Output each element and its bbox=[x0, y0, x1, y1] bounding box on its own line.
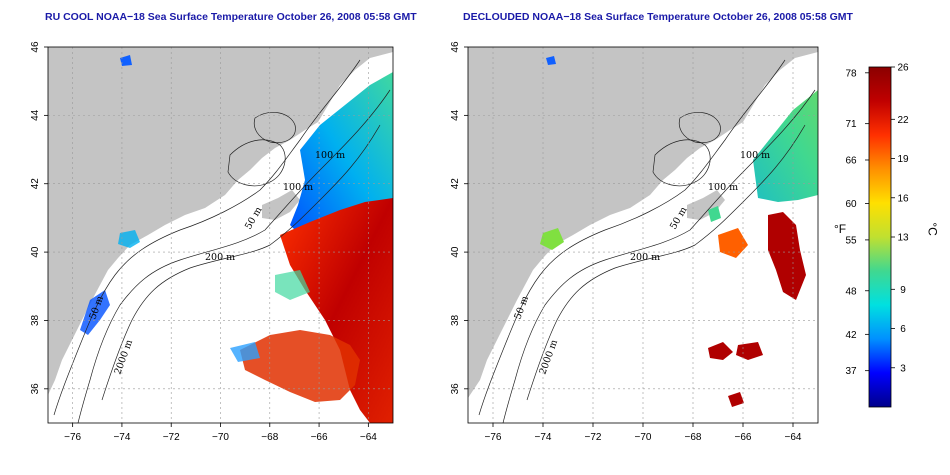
land-mass bbox=[468, 47, 818, 398]
x-tick-label: −76 bbox=[485, 432, 502, 443]
bathymetry-contours bbox=[478, 59, 816, 423]
bathymetry-contours bbox=[53, 59, 391, 423]
contour-label: 100 m bbox=[740, 150, 770, 161]
celsius-tick-label: 6 bbox=[900, 324, 906, 335]
contour-label: 100 m bbox=[283, 182, 313, 193]
sst-warm-patch bbox=[718, 228, 748, 258]
colorbar-gradient bbox=[868, 66, 892, 408]
x-tick-label: −76 bbox=[64, 432, 81, 443]
x-tick-label: −64 bbox=[785, 432, 802, 443]
land-mass bbox=[687, 190, 725, 220]
contour-label: 100 m bbox=[708, 182, 738, 193]
land-mass bbox=[262, 190, 300, 220]
fahrenheit-tick-label: 48 bbox=[845, 286, 857, 297]
x-tick-label: −64 bbox=[360, 432, 377, 443]
x-tick-label: −66 bbox=[311, 432, 328, 443]
y-tick-label: 44 bbox=[30, 109, 41, 121]
x-tick-label: −68 bbox=[685, 432, 702, 443]
x-tick-label: −74 bbox=[535, 432, 552, 443]
x-tick-label: −68 bbox=[261, 432, 278, 443]
y-tick-label: 44 bbox=[450, 109, 461, 121]
contour-label: 100 m bbox=[315, 150, 345, 161]
sst-nearshore bbox=[120, 55, 132, 66]
sst-nearshore bbox=[80, 290, 110, 335]
contour-label: 200 m bbox=[205, 252, 235, 263]
celsius-unit: °C bbox=[925, 222, 940, 236]
land-mass bbox=[48, 47, 393, 395]
celsius-tick-label: 26 bbox=[897, 63, 909, 74]
right-panel-title: DECLOUDED NOAA−18 Sea Surface Temperatur… bbox=[463, 11, 853, 23]
sst-shelf-patch bbox=[753, 90, 818, 202]
y-tick-label: 40 bbox=[30, 246, 41, 258]
sst-shelf-edge bbox=[546, 56, 556, 65]
declouded-sst-map: 100 m 100 m 50 m 200 m 50 m 2000 m −76 −7… bbox=[450, 41, 819, 443]
y-tick-label: 38 bbox=[450, 314, 461, 326]
sst-hot-patch bbox=[728, 392, 744, 407]
sst-nearshore bbox=[540, 228, 564, 250]
sst-hot-patch bbox=[768, 212, 806, 300]
contour-label: 200 m bbox=[630, 252, 660, 263]
x-tick-label: −74 bbox=[113, 432, 130, 443]
fahrenheit-tick-label: 42 bbox=[845, 330, 857, 341]
lat-lon-grid bbox=[468, 47, 818, 423]
x-tick-label: −72 bbox=[163, 432, 180, 443]
celsius-tick-label: 16 bbox=[897, 193, 909, 204]
x-tick-label: −66 bbox=[735, 432, 752, 443]
celsius-tick-label: 13 bbox=[897, 233, 909, 244]
sst-nearshore bbox=[708, 206, 721, 222]
axis-ticks: −76 −74 −72 −70 −68 −66 −64 36 38 40 42 44 46 bbox=[30, 41, 377, 443]
sst-shelf-patch bbox=[290, 72, 393, 235]
y-tick-label: 46 bbox=[450, 41, 461, 53]
sst-cloud-edge bbox=[275, 270, 310, 300]
y-tick-label: 36 bbox=[30, 383, 41, 395]
y-tick-label: 42 bbox=[450, 178, 461, 190]
fahrenheit-tick-label: 66 bbox=[845, 155, 857, 166]
raw-sst-map: 100 m 100 m 50 m 200 m 50 m 2000 m −76 −7… bbox=[30, 41, 394, 443]
x-tick-label: −70 bbox=[635, 432, 652, 443]
sst-nearshore bbox=[118, 230, 140, 248]
fahrenheit-tick-label: 55 bbox=[845, 235, 857, 246]
left-panel-title: RU COOL NOAA−18 Sea Surface Temperature … bbox=[45, 11, 417, 23]
temperature-colorbar: 26 22 19 16 13 9 6 3 78 71 66 60 55 48 42 37 °F °C bbox=[830, 62, 948, 412]
y-tick-label: 46 bbox=[30, 41, 41, 53]
y-tick-label: 40 bbox=[450, 246, 461, 258]
celsius-tick-label: 9 bbox=[900, 285, 906, 296]
sst-cloud-edge bbox=[230, 342, 260, 362]
x-tick-label: −72 bbox=[585, 432, 602, 443]
y-tick-label: 42 bbox=[30, 178, 41, 190]
fahrenheit-unit: °F bbox=[834, 222, 847, 236]
axis-ticks: −76 −74 −72 −70 −68 −66 −64 36 38 40 42 44 46 bbox=[450, 41, 802, 443]
sst-hot-patch bbox=[736, 342, 763, 360]
celsius-tick-label: 19 bbox=[897, 154, 909, 165]
celsius-tick-label: 22 bbox=[897, 115, 909, 126]
x-tick-label: −70 bbox=[212, 432, 229, 443]
y-tick-label: 38 bbox=[30, 314, 41, 326]
celsius-tick-label: 3 bbox=[900, 363, 906, 374]
fahrenheit-tick-label: 71 bbox=[845, 119, 857, 130]
sst-hot-patch bbox=[708, 342, 733, 360]
sst-gulfstream-patch bbox=[280, 198, 393, 423]
fahrenheit-tick-label: 37 bbox=[845, 366, 857, 377]
fahrenheit-tick-label: 78 bbox=[845, 68, 857, 79]
fahrenheit-tick-label: 60 bbox=[845, 199, 857, 210]
y-tick-label: 36 bbox=[450, 383, 461, 395]
